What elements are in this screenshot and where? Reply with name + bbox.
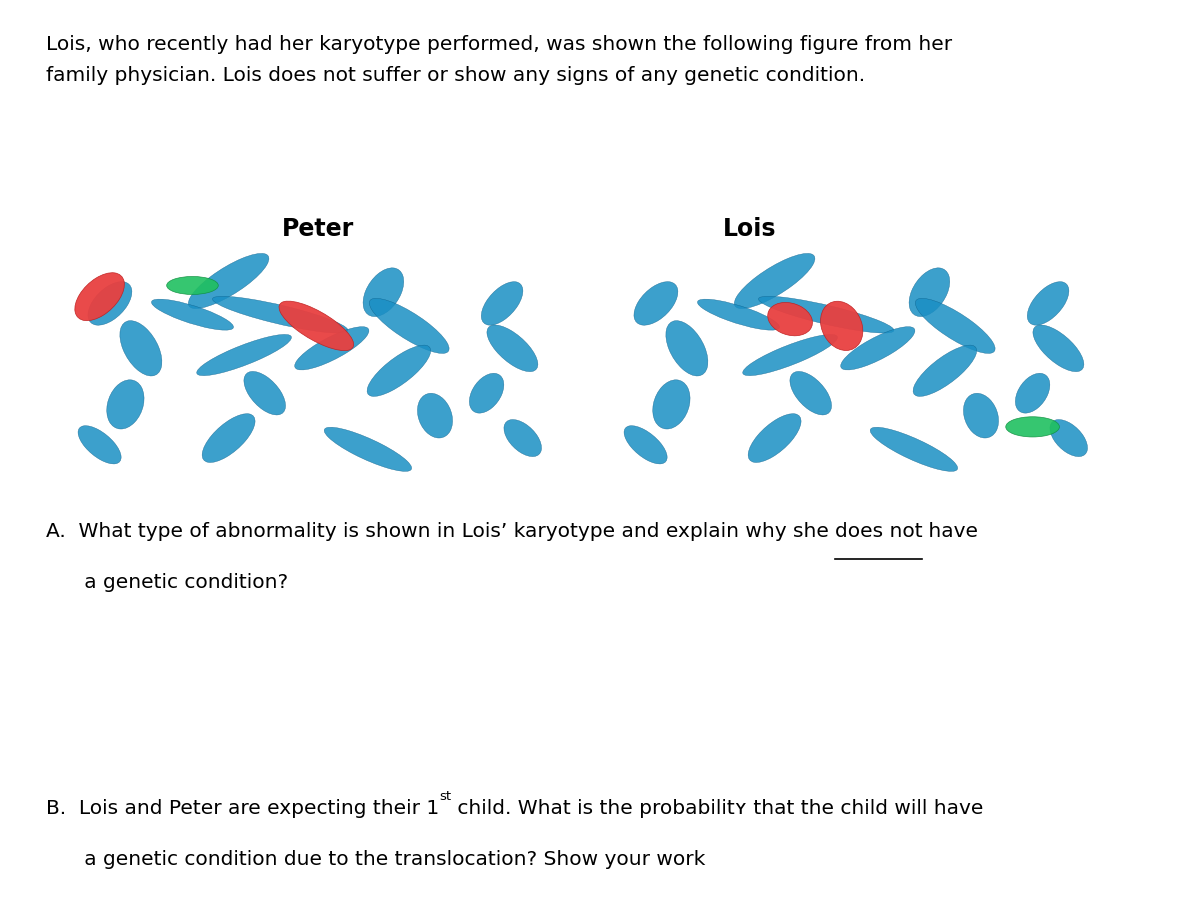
Ellipse shape [151, 300, 234, 330]
Ellipse shape [1027, 281, 1069, 325]
Ellipse shape [120, 321, 162, 376]
Ellipse shape [504, 420, 541, 456]
Ellipse shape [913, 345, 977, 397]
Ellipse shape [167, 277, 218, 294]
Ellipse shape [469, 373, 504, 413]
Ellipse shape [734, 254, 815, 309]
Text: child. What is the probabilitʏ that the child will have: child. What is the probabilitʏ that the … [451, 799, 983, 818]
Text: Lois, who recently had her karyotype performed, was shown the following figure f: Lois, who recently had her karyotype per… [46, 35, 952, 54]
Ellipse shape [841, 327, 914, 370]
Ellipse shape [1006, 417, 1060, 437]
Ellipse shape [910, 267, 949, 317]
Text: Peter: Peter [282, 217, 354, 241]
Text: a genetic condition?: a genetic condition? [46, 573, 288, 593]
Ellipse shape [748, 414, 802, 463]
Ellipse shape [78, 426, 121, 463]
Ellipse shape [666, 321, 708, 376]
Ellipse shape [418, 393, 452, 438]
Ellipse shape [964, 393, 998, 438]
Ellipse shape [74, 273, 125, 321]
Ellipse shape [244, 371, 286, 415]
Ellipse shape [697, 300, 780, 330]
Ellipse shape [916, 299, 995, 354]
Text: family physician. Lois does not suffer or show any signs of any genetic conditio: family physician. Lois does not suffer o… [46, 66, 865, 85]
Ellipse shape [280, 301, 354, 351]
Text: a genetic condition due to the translocation? Show your work: a genetic condition due to the transloca… [46, 850, 704, 869]
Ellipse shape [487, 325, 538, 372]
Ellipse shape [367, 345, 431, 397]
Ellipse shape [88, 281, 132, 325]
Ellipse shape [653, 380, 690, 429]
Ellipse shape [634, 281, 678, 325]
Ellipse shape [295, 327, 368, 370]
Ellipse shape [768, 302, 812, 336]
Ellipse shape [821, 301, 863, 351]
Ellipse shape [870, 427, 958, 472]
Ellipse shape [197, 334, 292, 376]
Text: st: st [439, 790, 451, 802]
Ellipse shape [107, 380, 144, 429]
Text: B.  Lois and Peter are expecting their 1: B. Lois and Peter are expecting their 1 [46, 799, 439, 818]
Text: have: have [923, 522, 978, 541]
Ellipse shape [790, 371, 832, 415]
Ellipse shape [324, 427, 412, 472]
Ellipse shape [1015, 373, 1050, 413]
Ellipse shape [1033, 325, 1084, 372]
Text: does not: does not [835, 522, 923, 541]
Ellipse shape [624, 426, 667, 463]
Text: A.  What type of abnormality is shown in Lois’ karyotype and explain why she: A. What type of abnormality is shown in … [46, 522, 835, 541]
Ellipse shape [743, 334, 838, 376]
Ellipse shape [1050, 420, 1087, 456]
Ellipse shape [364, 267, 403, 317]
Text: Lois: Lois [724, 217, 776, 241]
Ellipse shape [481, 281, 523, 325]
Ellipse shape [758, 296, 894, 333]
Ellipse shape [370, 299, 449, 354]
Ellipse shape [188, 254, 269, 309]
Ellipse shape [212, 296, 348, 333]
Ellipse shape [202, 414, 256, 463]
